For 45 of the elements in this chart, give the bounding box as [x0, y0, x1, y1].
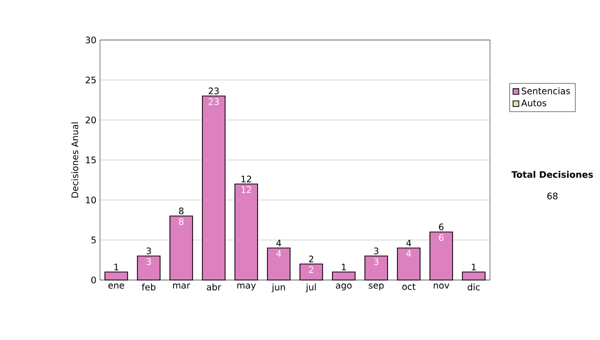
- total-label: 6: [439, 224, 444, 230]
- total-label: 4: [406, 240, 412, 246]
- data-label: 4: [276, 250, 282, 257]
- y-tick-label: 25: [86, 76, 96, 84]
- total-label: 2: [309, 256, 314, 262]
- x-tick-label: ago: [336, 284, 352, 290]
- total-label: 3: [146, 248, 151, 254]
- data-label: 12: [242, 186, 252, 193]
- text: Total Decisiones: [512, 170, 593, 178]
- x-tick-label: jul: [306, 284, 316, 292]
- text: 68: [547, 192, 558, 200]
- total-label: 4: [276, 240, 282, 246]
- data-label: 8: [179, 218, 184, 225]
- y-tick-label: 5: [91, 236, 96, 244]
- x-tick-label: jun: [272, 284, 285, 292]
- data-label: 3: [146, 258, 151, 265]
- total-label: 12: [242, 176, 252, 182]
- total-label: 23: [208, 88, 219, 94]
- x-tick-label: may: [237, 284, 256, 290]
- x-tick-label: dic: [468, 284, 480, 290]
- data-label: 6: [439, 234, 444, 241]
- x-tick-label: abr: [206, 284, 222, 290]
- legend-label: Autos: [521, 100, 546, 106]
- legend-label: Sentencias: [522, 87, 570, 94]
- total-label: 1: [472, 264, 476, 270]
- x-tick-label: sep: [368, 284, 384, 290]
- total-label: 1: [114, 264, 118, 270]
- data-label: 23: [208, 98, 219, 105]
- x-tick-label: mar: [173, 284, 190, 289]
- y-axis-title: Decisiones Anual: [71, 122, 78, 198]
- total-label: 1: [342, 264, 346, 270]
- y-tick-label: 30: [86, 36, 96, 44]
- x-tick-label: nov: [434, 284, 450, 289]
- data-label: 4: [406, 250, 412, 257]
- data-label: 3: [374, 258, 378, 265]
- x-tick-label: oct: [402, 284, 416, 290]
- y-tick-label: 0: [91, 276, 96, 284]
- total-label: 3: [374, 248, 378, 254]
- data-label: 2: [309, 266, 314, 273]
- total-label: 8: [179, 208, 184, 214]
- x-tick-label: feb: [142, 284, 156, 290]
- y-tick-label: 10: [86, 196, 96, 204]
- y-tick-label: 20: [86, 116, 96, 124]
- x-tick-label: ene: [108, 284, 124, 289]
- y-tick-label: 15: [86, 156, 96, 164]
